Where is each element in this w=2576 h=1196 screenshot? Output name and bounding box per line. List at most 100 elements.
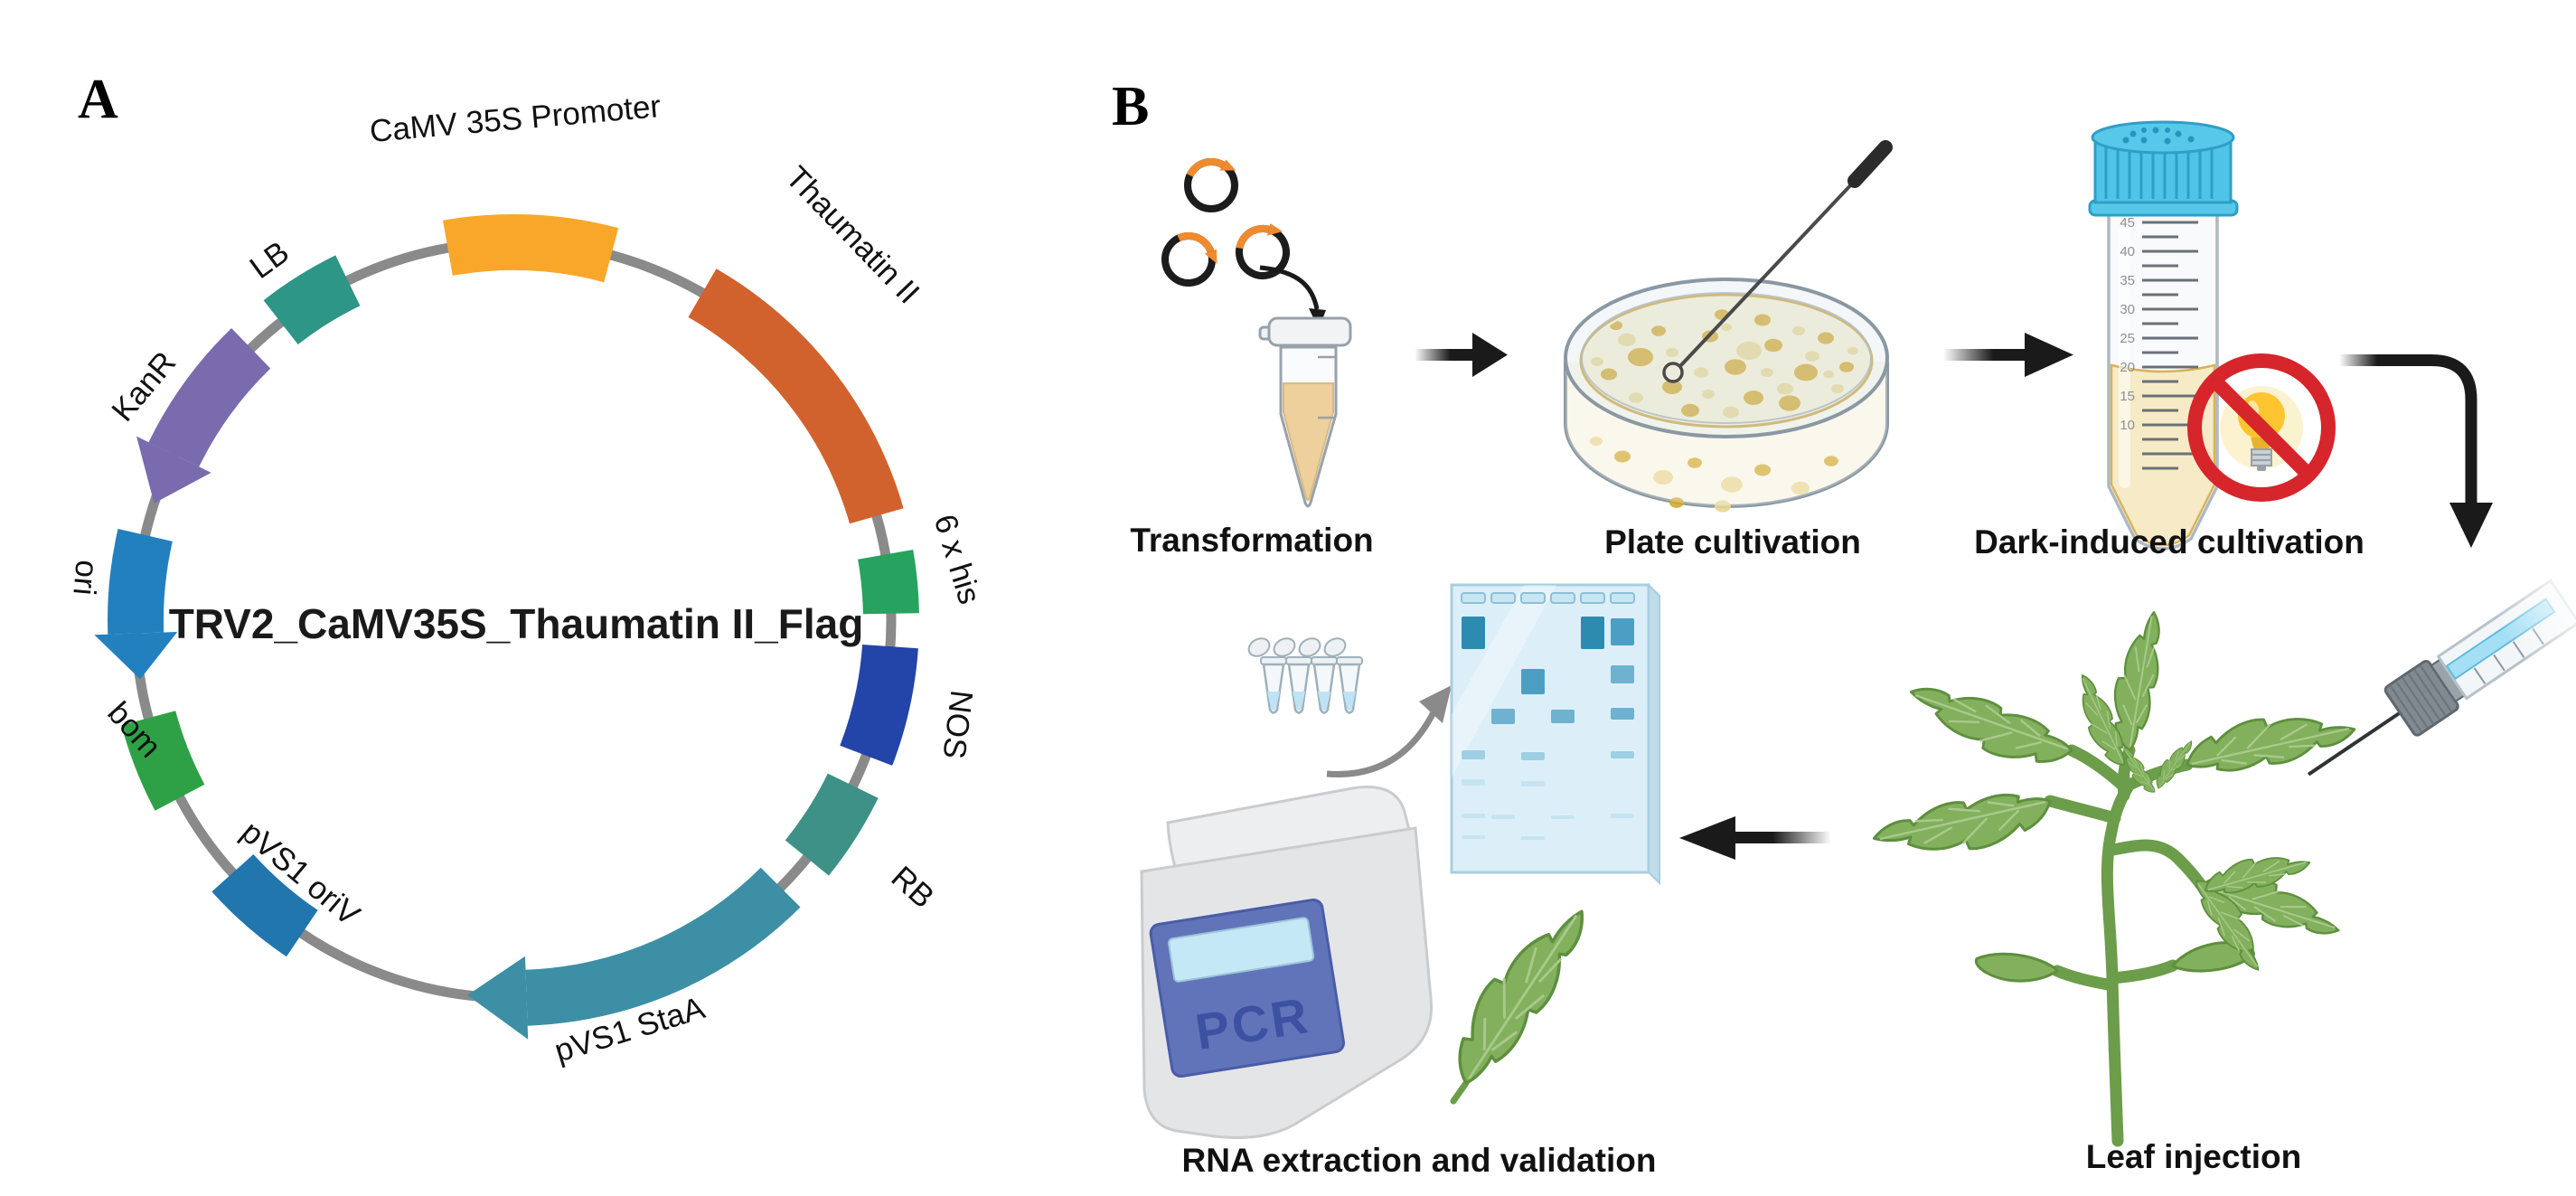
falcon-graduation: 10 [2120, 418, 2135, 433]
falcon-graduation: 20 [2120, 360, 2135, 375]
gel-band [1611, 618, 1634, 645]
colony [1754, 464, 1771, 476]
plasmid-icons [1155, 159, 1293, 293]
falcon-graduation: 40 [2120, 244, 2135, 259]
gel-band [1611, 708, 1634, 720]
colony [1794, 363, 1818, 381]
colony [1847, 346, 1858, 355]
falcon-graduation: 25 [2120, 331, 2135, 346]
plasmid-segment-pvs1staa [525, 867, 801, 1026]
colony [1601, 368, 1617, 381]
colony [1761, 367, 1773, 378]
colony [1591, 356, 1603, 367]
pcr-tube-strip-icon [1244, 634, 1364, 714]
plasmid-label-his6: 6 x his [927, 511, 988, 608]
plasmid-segment-ori [108, 529, 173, 635]
colony [1805, 351, 1819, 362]
petri-dish-icon [1564, 278, 1889, 513]
plasmid-arrowhead-kanr [136, 436, 212, 504]
colony [1824, 456, 1838, 466]
gel-band [1491, 815, 1515, 819]
falcon-graduation: 45 [2120, 215, 2135, 231]
panel-b-letter: B [1112, 76, 1149, 137]
gel-band [1611, 665, 1634, 683]
pcr-machine-icon: PCR [1140, 786, 1434, 1139]
plasmid-label-lb: LB [243, 234, 296, 286]
step-label-rna-validation: RNA extraction and validation [1182, 1142, 1657, 1179]
colony [1823, 370, 1834, 379]
plasmid-label-nos: NOS [935, 688, 979, 760]
falcon-tube-icon: 45 40 35 30 25 20 15 10 [2088, 120, 2239, 551]
cap-vent-dots [2122, 127, 2195, 145]
gel-icon [1450, 582, 1660, 886]
colony [1744, 391, 1763, 405]
gel-band [1491, 709, 1515, 724]
gel-well [1520, 592, 1546, 604]
colony [1694, 367, 1708, 378]
arrow-right-icon [1415, 333, 1508, 377]
syringe-icon [2307, 557, 2576, 777]
colony [1669, 497, 1684, 508]
plasmid-segment-rb [785, 773, 879, 876]
plasmid-segment-his6 [858, 550, 919, 615]
falcon-graduation: 30 [2120, 302, 2135, 317]
colony [1839, 362, 1854, 372]
gel-band [1462, 617, 1485, 649]
plasmid-map-icon: CaMV 35S Promoter Thaumatin II 6 x his NOS R… [66, 89, 987, 1069]
colony [1754, 314, 1771, 326]
gel-band [1462, 814, 1485, 818]
colony [1629, 392, 1643, 403]
step-label-dark-cultivation: Dark-induced cultivation [1974, 523, 2364, 560]
gel-band [1581, 617, 1604, 649]
gel-band [1551, 710, 1575, 723]
colony [1736, 341, 1762, 361]
plasmid-label-camv35s: CaMV 35S Promoter [368, 89, 662, 149]
gel-well [1490, 592, 1516, 604]
plasmid-segment-bom [121, 711, 205, 811]
step-label-transformation: Transformation [1130, 522, 1373, 559]
plasmid-segment-pvs1oriv [212, 854, 318, 957]
plant-icon [1868, 607, 2360, 1147]
panel-a-letter: A [78, 69, 118, 130]
colony [1688, 457, 1702, 468]
gel-well [1580, 592, 1605, 604]
colony [1628, 347, 1653, 367]
arrow-right-icon [1943, 333, 2073, 377]
plasmid-arrowhead-ori [94, 632, 178, 680]
inoculation-loop-icon [1662, 140, 1893, 383]
colony [1831, 383, 1844, 394]
colony [1792, 325, 1805, 336]
falcon-graduation: 35 [2120, 273, 2135, 288]
plasmid-label-ori: ori [66, 559, 104, 597]
gel-band [1611, 814, 1634, 818]
step-label-plate-cultivation: Plate cultivation [1604, 523, 1861, 560]
falcon-graduation: 15 [2120, 389, 2135, 404]
colony [1715, 500, 1731, 513]
gel-band [1462, 750, 1485, 759]
colony [1681, 403, 1699, 418]
gel-band [1521, 752, 1545, 760]
leaf-icon [1434, 890, 1602, 1105]
colony [1653, 470, 1673, 485]
colony [1702, 389, 1715, 400]
plasmid-segment-kanr [148, 328, 271, 467]
arrow-corner-down-icon [2339, 354, 2493, 548]
no-light-icon [2187, 353, 2336, 502]
plasmid-title: TRV2_CaMV35S_Thaumatin II_Flag [169, 600, 864, 647]
gel-band [1521, 669, 1545, 694]
colony [1723, 406, 1739, 419]
gel-band [1551, 815, 1575, 819]
gel-band [1521, 836, 1545, 840]
gel-band [1611, 751, 1634, 758]
colony [1614, 450, 1631, 463]
colony [1818, 332, 1834, 344]
plasmid-segment-nos [840, 645, 918, 766]
step-label-leaf-injection: Leaf injection [2086, 1138, 2301, 1175]
plasmid-label-thaumatin2: Thaumatin II [779, 159, 926, 310]
colony [1618, 333, 1636, 347]
plasmid-segment-lb [263, 255, 361, 344]
panel-b: B Transformation [1112, 76, 2576, 1179]
colony [1666, 347, 1678, 358]
microcentrifuge-tube-icon [1258, 316, 1352, 508]
